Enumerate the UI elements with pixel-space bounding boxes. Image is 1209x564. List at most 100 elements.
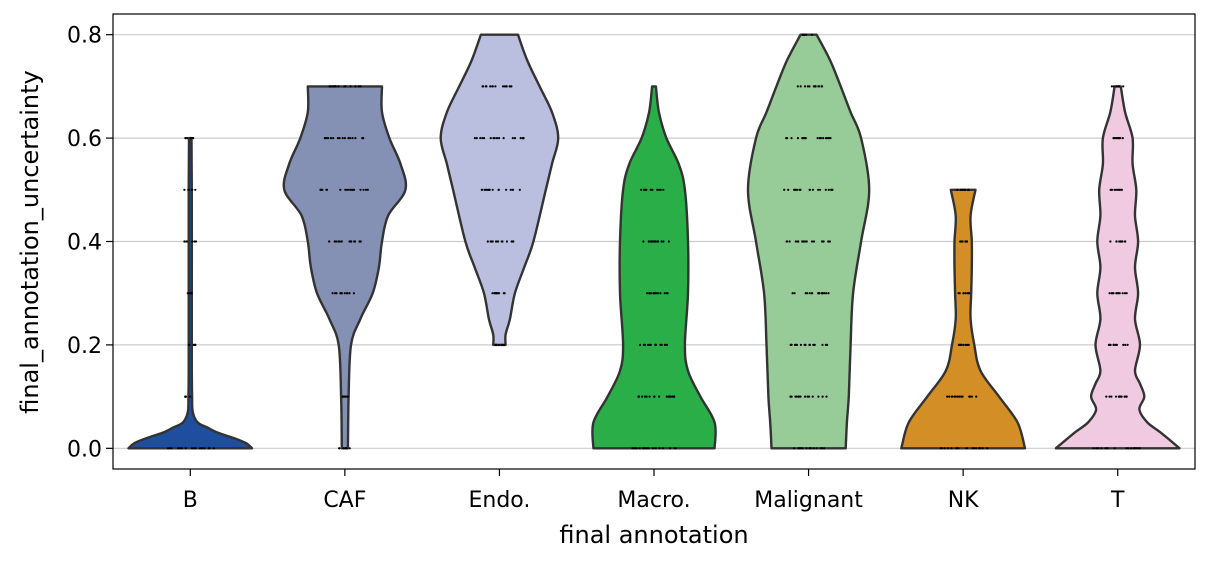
strip-point [1112,343,1115,346]
strip-point [663,292,666,295]
strip-point [818,137,821,140]
strip-point [825,395,828,398]
strip-point [656,292,660,295]
strip-point [513,137,517,140]
strip-point [333,240,336,243]
strip-point [943,447,946,450]
strip-point [964,188,967,191]
strip-point [503,85,506,88]
strip-point [651,240,655,243]
strip-point [487,188,491,191]
strip-point [486,240,489,243]
strip-point [673,447,677,450]
strip-point [647,343,650,346]
violin-t [1054,85,1181,450]
strip-point [797,395,800,398]
strip-point [960,343,963,346]
strip-point [663,343,667,346]
strip-point [183,240,186,243]
strip-point [334,292,337,295]
y-tick-label: 0.2 [67,334,102,359]
strip-point [1115,85,1118,88]
strip-point [658,395,661,398]
strip-point [500,343,503,346]
strip-point [1118,240,1121,243]
strip-point [339,188,342,191]
strip-point [362,188,365,191]
strip-point [1136,447,1139,450]
strip-point [964,343,967,346]
strip-point [199,447,202,450]
strip-point [521,137,525,140]
strip-point [1113,447,1116,450]
strip-point [964,240,967,243]
strip-point [319,188,322,191]
strip-point [658,447,661,450]
violin-nk [900,188,1027,450]
strip-point [519,137,522,140]
strip-point [959,240,962,243]
strip-point [494,85,497,88]
strip-point [962,343,965,346]
strip-point [1110,292,1113,295]
strip-point [189,137,192,140]
strip-point [191,240,194,243]
strip-point [824,343,827,346]
strip-point [803,33,806,36]
strip-point [351,188,354,191]
strip-point [806,395,809,398]
strip-point [341,137,344,140]
strip-point [967,188,970,191]
strip-point [354,85,357,88]
x-axis-ticks: B CAF Endo. Macro. Malignant NK T [183,469,1125,513]
strip-point [1130,447,1133,450]
strip-point [970,395,974,398]
strip-point [660,240,663,243]
strip-point [1105,395,1108,398]
strip-point [801,33,804,36]
strip-point [495,137,499,140]
strip-point [1100,447,1103,450]
strip-point [818,85,821,88]
strip-point [799,395,802,398]
strip-point [830,188,833,191]
strip-point [1125,395,1128,398]
violin-macro [591,85,717,450]
x-tick-label: Malignant [754,488,863,513]
strip-point [505,240,508,243]
strip-point [505,188,508,191]
strip-point [321,188,324,191]
strip-point [518,188,521,191]
strip-point [811,188,815,191]
strip-point [808,343,811,346]
strip-point [642,240,645,243]
data-points [167,33,1141,450]
strip-point [328,240,331,243]
strip-point [184,395,187,398]
strip-point [812,447,815,450]
strip-point [357,85,360,88]
strip-point [671,395,674,398]
strip-point [967,343,970,346]
strip-point [364,188,368,191]
strip-point [343,292,346,295]
strip-point [799,343,803,346]
strip-point [818,292,821,295]
strip-point [494,240,498,243]
strip-point [978,447,981,450]
strip-point [359,240,362,243]
strip-point [641,447,645,450]
strip-point [985,447,989,450]
strip-point [961,188,964,191]
strip-point [794,395,797,398]
strip-point [327,137,330,140]
strip-point [491,240,494,243]
strip-point [503,343,506,346]
strip-point [634,447,637,450]
strip-point [1117,137,1120,140]
strip-point [489,240,492,243]
strip-point [793,447,796,450]
strip-point [659,292,662,295]
strip-point [338,447,341,450]
strip-point [1118,395,1121,398]
